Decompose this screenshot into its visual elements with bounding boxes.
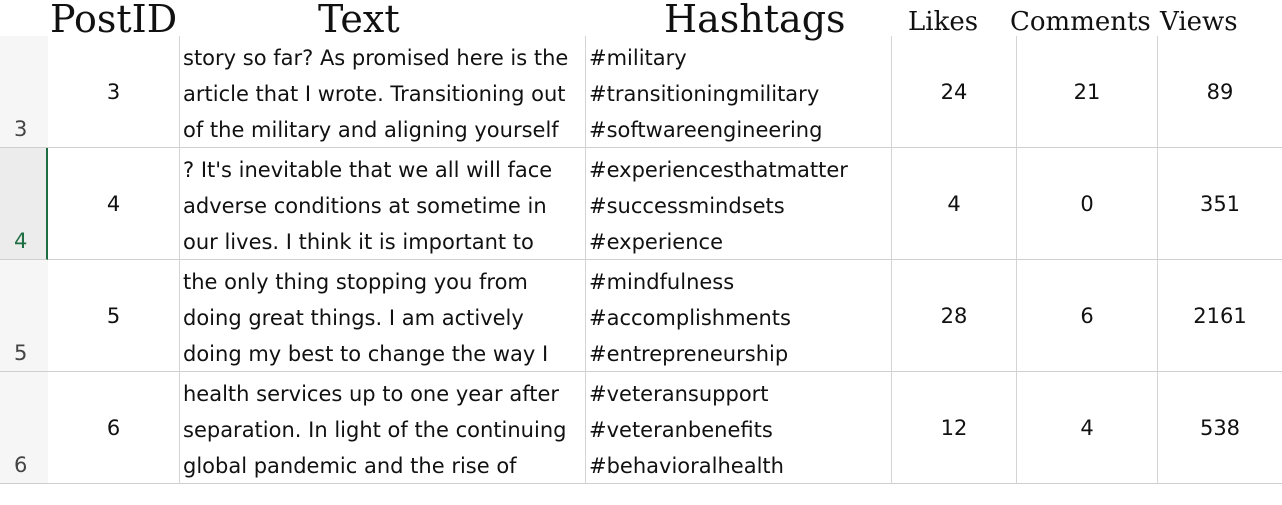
header-hashtags: Hashtags [664, 0, 846, 41]
text-line: our lives. I think it is important to [183, 230, 534, 254]
header-comments: Comments [1010, 7, 1151, 37]
hashtag: #transitioningmilitary [589, 82, 820, 106]
text-line: separation. In light of the continuing [183, 418, 567, 442]
comments-value: 21 [1073, 79, 1101, 104]
text-line: doing great things. I am actively [183, 306, 524, 330]
comments-value: 4 [1080, 415, 1094, 440]
views-value: 2161 [1193, 303, 1247, 328]
hashtag: #mindfulness [589, 270, 735, 294]
row-header-active[interactable]: 4 [0, 148, 48, 260]
cell-comments[interactable]: 0 [1017, 148, 1158, 260]
table-row: 4 4 ? It's inevitable that we all will f… [0, 148, 1282, 260]
row-header[interactable]: 6 [0, 372, 48, 484]
cell-comments[interactable]: 6 [1017, 260, 1158, 372]
text-line: of the military and aligning yourself [183, 118, 559, 142]
cell-comments[interactable]: 21 [1017, 36, 1158, 148]
table-row: 6 6 health services up to one year after… [0, 372, 1282, 484]
likes-value: 4 [947, 191, 961, 216]
postid-value: 5 [106, 303, 121, 328]
hashtag: #accomplishments [589, 306, 791, 330]
cell-likes[interactable]: 28 [892, 260, 1017, 372]
cell-postid[interactable]: 4 [48, 148, 180, 260]
cell-hashtags[interactable]: #mindfulness #accomplishments #entrepren… [586, 260, 892, 372]
cell-hashtags[interactable]: #experiencesthatmatter #successmindsets … [586, 148, 892, 260]
cell-postid[interactable]: 5 [48, 260, 180, 372]
text-line: story so far? As promised here is the [183, 46, 569, 70]
cell-text[interactable]: story so far? As promised here is the ar… [180, 36, 586, 148]
header-views: Views [1160, 7, 1238, 37]
postid-value: 4 [106, 191, 121, 216]
comments-value: 6 [1080, 303, 1094, 328]
hashtag: #experience [589, 230, 723, 254]
text-line: the only thing stopping you from [183, 270, 528, 294]
cell-text[interactable]: ? It's inevitable that we all will face … [180, 148, 586, 260]
header-postid: PostID [50, 0, 178, 41]
cell-postid[interactable]: 6 [48, 372, 180, 484]
postid-value: 6 [106, 415, 121, 440]
text-line: doing my best to change the way I [183, 342, 549, 366]
row-header[interactable]: 5 [0, 260, 48, 372]
postid-value: 3 [106, 79, 121, 104]
hashtag: #experiencesthatmatter [589, 158, 848, 182]
text-line: ? It's inevitable that we all will face [183, 158, 553, 182]
cell-postid[interactable]: 3 [48, 36, 180, 148]
cell-likes[interactable]: 24 [892, 36, 1017, 148]
cell-views[interactable]: 2161 [1158, 260, 1282, 372]
cell-text[interactable]: health services up to one year after sep… [180, 372, 586, 484]
cell-likes[interactable]: 12 [892, 372, 1017, 484]
table-row: 3 3 story so far? As promised here is th… [0, 36, 1282, 148]
hashtag: #successmindsets [589, 194, 785, 218]
text-line: health services up to one year after [183, 382, 560, 406]
cell-likes[interactable]: 4 [892, 148, 1017, 260]
hashtag: #behavioralhealth [589, 454, 784, 478]
cell-hashtags[interactable]: #military #transitioningmilitary #softwa… [586, 36, 892, 148]
cell-views[interactable]: 89 [1158, 36, 1282, 148]
views-value: 89 [1206, 79, 1234, 104]
text-line: adverse conditions at sometime in [183, 194, 547, 218]
hashtag: #entrepreneurship [589, 342, 789, 366]
cell-views[interactable]: 538 [1158, 372, 1282, 484]
cell-views[interactable]: 351 [1158, 148, 1282, 260]
text-line: article that I wrote. Transitioning out [183, 82, 566, 106]
cell-hashtags[interactable]: #veteransupport #veteranbenefits #behavi… [586, 372, 892, 484]
likes-value: 24 [940, 79, 968, 104]
likes-value: 28 [940, 303, 968, 328]
comments-value: 0 [1080, 191, 1094, 216]
row-number: 6 [14, 453, 28, 477]
row-number: 4 [14, 229, 28, 253]
row-header[interactable]: 3 [0, 36, 48, 148]
row-number: 5 [14, 341, 28, 365]
table-row: 5 5 the only thing stopping you from doi… [0, 260, 1282, 372]
hashtag: #softwareengineering [589, 118, 823, 142]
row-number: 3 [14, 117, 28, 141]
likes-value: 12 [940, 415, 968, 440]
header-likes: Likes [908, 7, 979, 37]
views-value: 538 [1199, 415, 1241, 440]
cell-comments[interactable]: 4 [1017, 372, 1158, 484]
hashtag: #veteransupport [589, 382, 769, 406]
views-value: 351 [1199, 191, 1241, 216]
text-line: global pandemic and the rise of [183, 454, 517, 478]
header-text: Text [318, 0, 400, 41]
hashtag: #veteranbenefits [589, 418, 773, 442]
hashtag: #military [589, 46, 687, 70]
cell-text[interactable]: the only thing stopping you from doing g… [180, 260, 586, 372]
